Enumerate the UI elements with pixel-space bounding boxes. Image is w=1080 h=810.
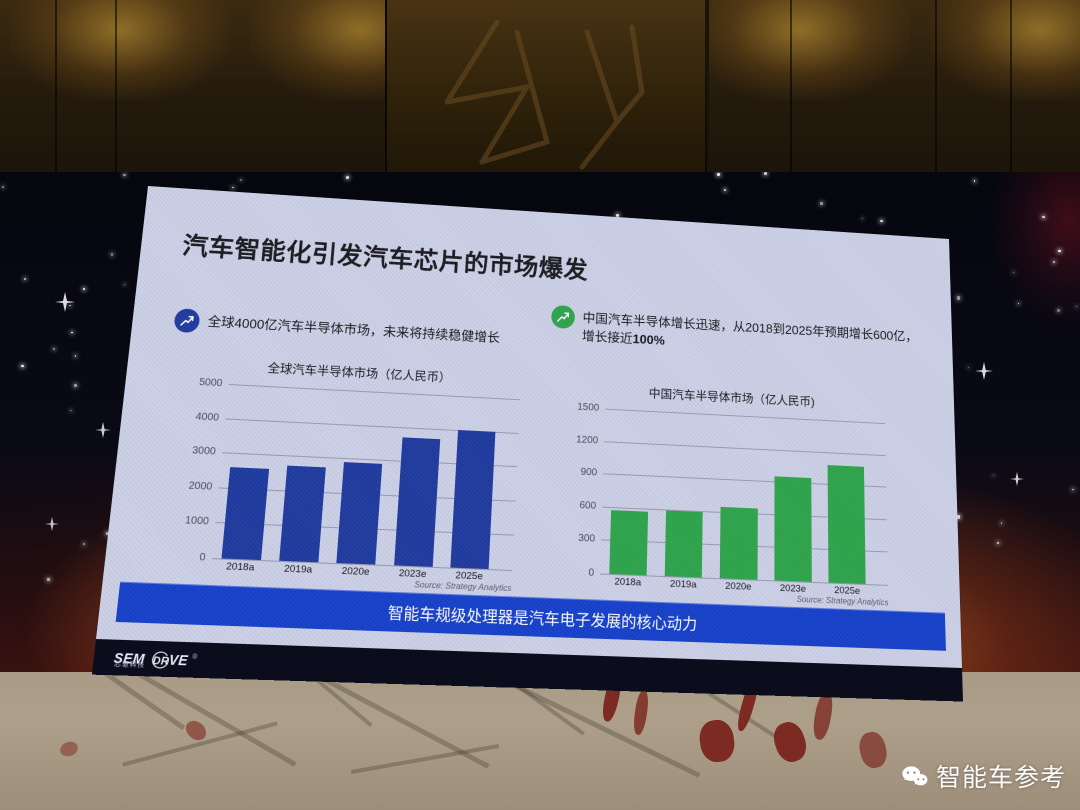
svg-text:®: ® [192, 653, 198, 661]
svg-text:VE: VE [168, 652, 189, 668]
svg-text:DR: DR [152, 655, 170, 668]
